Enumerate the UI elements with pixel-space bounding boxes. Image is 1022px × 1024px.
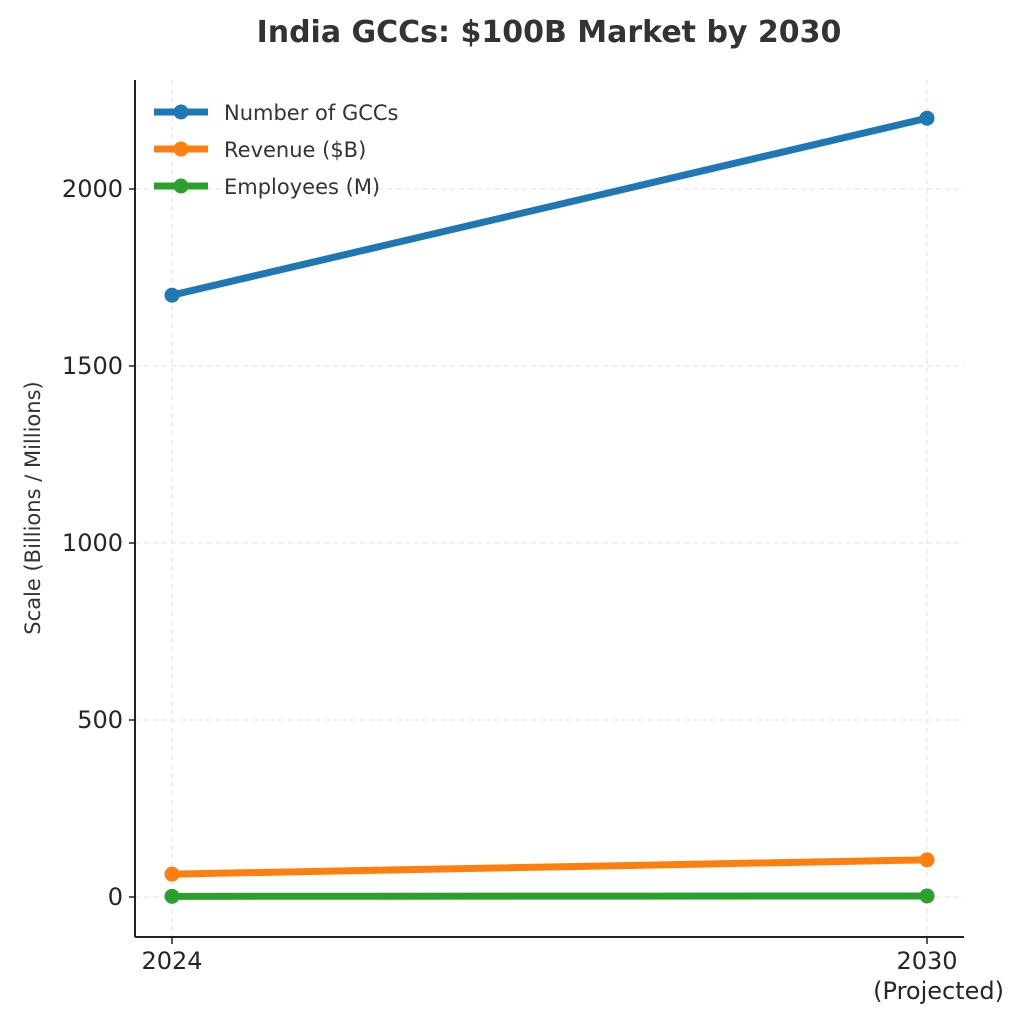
- series-number-of-gccs: [164, 110, 935, 303]
- chart-title: India GCCs: $100B Market by 2030: [257, 15, 842, 50]
- legend-swatch-marker: [173, 141, 189, 157]
- y-tick-label: 2000: [62, 175, 123, 203]
- legend: Number of GCCs Revenue ($B) Employees (M): [154, 101, 399, 199]
- legend-item: Employees (M): [154, 175, 380, 199]
- data-point: [164, 888, 180, 904]
- legend-label: Revenue ($B): [224, 138, 366, 162]
- legend-swatch-marker: [173, 178, 189, 194]
- x-tick-label: (Projected): [873, 977, 1004, 1005]
- data-point: [164, 287, 180, 303]
- y-tick-label: 1500: [62, 352, 123, 380]
- y-axis-ticks: 0 500 1000 1500 2000: [62, 175, 135, 911]
- data-point: [919, 110, 935, 126]
- data-point: [919, 888, 935, 904]
- y-tick-label: 1000: [62, 529, 123, 557]
- series-employees-m: [164, 888, 935, 904]
- x-axis-ticks: 2024 2030(Projected): [141, 937, 1004, 1005]
- y-tick-label: 0: [108, 883, 123, 911]
- series-group: [164, 110, 935, 904]
- axes: [134, 80, 964, 938]
- series-line: [168, 856, 931, 878]
- series-line: [168, 114, 931, 299]
- legend-label: Number of GCCs: [224, 101, 399, 125]
- legend-item: Revenue ($B): [154, 138, 366, 162]
- y-tick-label: 500: [77, 706, 123, 734]
- x-tick-label: 2024: [141, 947, 202, 975]
- y-axis-label: Scale (Billions / Millions): [21, 381, 45, 634]
- data-point: [919, 852, 935, 868]
- data-point: [164, 866, 180, 882]
- legend-item: Number of GCCs: [154, 101, 399, 125]
- legend-label: Employees (M): [224, 175, 380, 199]
- x-tick-label: 2030: [896, 947, 957, 975]
- legend-swatch-marker: [173, 104, 189, 120]
- series-revenue-b: [164, 852, 935, 882]
